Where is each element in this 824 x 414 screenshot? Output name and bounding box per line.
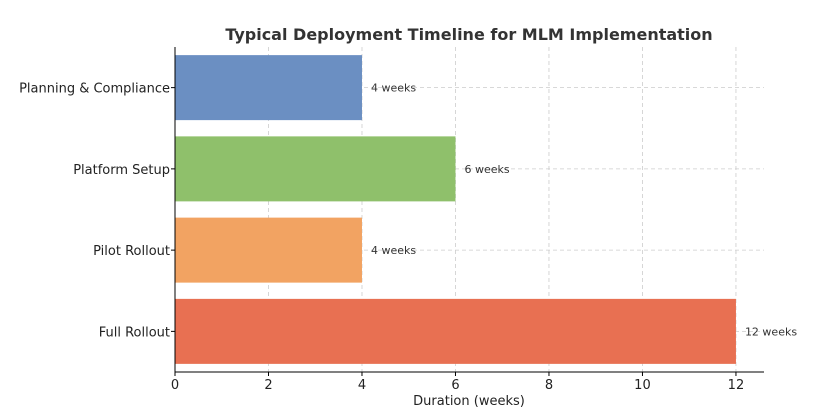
- x-tick-label: 8: [545, 378, 553, 393]
- category-label: Full Rollout: [99, 325, 170, 340]
- bar-data-label: 6 weeks: [464, 163, 509, 176]
- bars-layer: 4 weeks 6 weeks 4 weeks 12 weeks: [175, 55, 797, 364]
- x-tick-label: 2: [264, 378, 272, 393]
- bar-data-label: 4 weeks: [371, 244, 416, 257]
- axis-layer: 0 2 4 6 8 10 12 Planning & Compliance Platform S…: [19, 47, 764, 393]
- bar-data-label: 12 weeks: [745, 325, 797, 338]
- x-tick-label: 0: [171, 378, 179, 393]
- bar-data-label: 4 weeks: [371, 82, 416, 95]
- x-tick-label: 4: [358, 378, 366, 393]
- bar: [175, 217, 362, 283]
- category-label: Pilot Rollout: [93, 244, 170, 259]
- bar: [175, 298, 736, 364]
- x-tick-label: 6: [451, 378, 459, 393]
- category-label: Platform Setup: [73, 163, 170, 178]
- x-tick-label: 10: [634, 378, 651, 393]
- category-label: Planning & Compliance: [19, 82, 170, 97]
- chart-title: Typical Deployment Timeline for MLM Impl…: [225, 25, 712, 44]
- bar: [175, 55, 362, 121]
- bar: [175, 136, 456, 202]
- x-axis-title: Duration (weeks): [413, 394, 525, 409]
- x-tick-label: 12: [728, 378, 745, 393]
